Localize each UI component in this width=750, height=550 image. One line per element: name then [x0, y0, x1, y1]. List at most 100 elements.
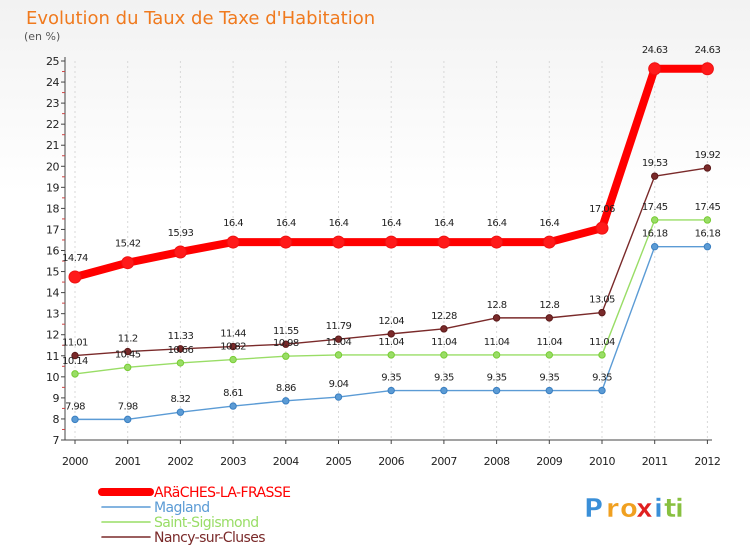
- data-label: 16.4: [434, 218, 454, 229]
- x-tick-label: 2004: [273, 455, 299, 468]
- y-tick-label: 16: [46, 245, 59, 258]
- data-label: 16.4: [329, 218, 349, 229]
- data-point: [545, 386, 553, 395]
- data-point: [492, 351, 501, 359]
- data-point: [334, 335, 343, 343]
- y-tick-label: 14: [46, 287, 59, 300]
- data-point: [282, 352, 290, 360]
- data-label: 9.35: [487, 373, 507, 384]
- data-label: 15.42: [115, 239, 141, 250]
- x-tick-label: 2005: [326, 455, 352, 468]
- data-label: 9.04: [329, 379, 349, 390]
- logo-letter: P: [584, 494, 603, 524]
- data-point: [124, 415, 132, 424]
- data-point: [176, 408, 185, 416]
- y-tick-label: 22: [46, 118, 59, 131]
- data-label: 16.18: [642, 229, 668, 240]
- data-point: [71, 351, 79, 360]
- data-label: 12.8: [539, 300, 559, 311]
- data-label: 7.98: [65, 401, 85, 412]
- y-tick-label: 15: [46, 266, 59, 279]
- data-point: [492, 314, 501, 322]
- data-point: [176, 359, 185, 367]
- x-tick-label: 2008: [484, 455, 510, 468]
- data-label: 24.63: [642, 45, 668, 56]
- data-point: [492, 386, 501, 395]
- data-point: [71, 370, 79, 378]
- data-label: 11.04: [431, 337, 457, 348]
- data-label: 11.04: [536, 337, 562, 348]
- data-point: [121, 256, 135, 270]
- y-unit-label: (en %): [24, 30, 60, 43]
- legend-label: Magland: [154, 500, 210, 516]
- series-layer: [68, 62, 714, 424]
- data-point: [598, 308, 606, 317]
- y-tick-label: 8: [53, 413, 60, 426]
- data-label: 8.61: [223, 388, 243, 399]
- data-label: 11.04: [484, 337, 510, 348]
- legend-label: Nancy-sur-Cluses: [154, 530, 265, 546]
- y-tick-label: 20: [46, 160, 59, 173]
- data-label: 11.2: [118, 334, 138, 345]
- data-label: 16.4: [223, 218, 243, 229]
- data-point: [648, 62, 662, 76]
- legend-label: Saint-Sigismond: [154, 515, 259, 531]
- data-label: 11.44: [220, 329, 246, 340]
- data-point: [334, 393, 343, 401]
- data-label: 11.79: [326, 321, 352, 332]
- legend-label: ARäCHES-LA-FRASSE: [154, 485, 290, 501]
- data-label: 16.4: [539, 218, 559, 229]
- data-point: [124, 363, 132, 372]
- logo-letter: x: [636, 494, 653, 524]
- data-label: 12.8: [487, 300, 507, 311]
- data-point: [545, 351, 553, 359]
- logo-letter: i: [675, 494, 684, 524]
- data-point: [332, 235, 345, 249]
- data-label: 8.86: [276, 383, 296, 394]
- y-tick-label: 11: [46, 350, 59, 363]
- data-label: 11.55: [273, 326, 299, 337]
- x-tick-label: 2002: [167, 455, 193, 468]
- data-label: 10.66: [168, 345, 194, 356]
- y-tick-label: 12: [46, 329, 59, 342]
- data-labels: 14.74 15.42 15.93 16.4 16.4 16.4 16.4 16.4 16.4 1…: [62, 45, 721, 413]
- data-point: [282, 340, 290, 348]
- x-tick-label: 2010: [589, 455, 615, 468]
- data-point: [387, 330, 395, 338]
- data-label: 11.04: [326, 337, 352, 348]
- logo-letter: t: [664, 494, 676, 524]
- data-point: [229, 355, 237, 364]
- data-point: [176, 345, 185, 353]
- y-tick-label: 19: [46, 181, 59, 194]
- data-label: 12.04: [378, 316, 404, 327]
- data-label: 17.06: [589, 204, 615, 215]
- logo-letter: o: [620, 494, 638, 524]
- data-point: [334, 351, 343, 359]
- axes: 7 8 9 10 11 12 13 14 15 16 17 18 19 20 21 22 23 24 25 2000 2…: [46, 55, 721, 468]
- data-point: [703, 216, 712, 224]
- y-tick-label: 23: [46, 97, 59, 110]
- x-tick-label: 2011: [642, 455, 668, 468]
- data-point: [440, 325, 448, 333]
- x-tick-label: 2012: [694, 455, 720, 468]
- data-label: 16.4: [487, 218, 507, 229]
- data-label: 10.14: [62, 356, 88, 367]
- data-label: 11.04: [378, 337, 404, 348]
- data-point: [651, 243, 659, 251]
- x-tick-label: 2006: [378, 455, 404, 468]
- chart-title: Evolution du Taux de Taxe d'Habitation: [26, 8, 375, 29]
- x-tick-label: 2001: [115, 455, 141, 468]
- data-label: 11.01: [62, 338, 88, 349]
- y-tick-label: 9: [53, 392, 60, 405]
- data-label: 10.98: [273, 338, 299, 349]
- data-point: [68, 270, 82, 284]
- x-tick-label: 2000: [62, 455, 88, 468]
- data-point: [651, 172, 659, 180]
- data-label: 9.35: [381, 373, 401, 384]
- data-point: [545, 314, 553, 322]
- data-point: [440, 386, 448, 395]
- data-point: [229, 342, 237, 351]
- data-point: [542, 235, 556, 249]
- y-tick-label: 10: [46, 371, 59, 384]
- grid-lines: [74, 61, 708, 440]
